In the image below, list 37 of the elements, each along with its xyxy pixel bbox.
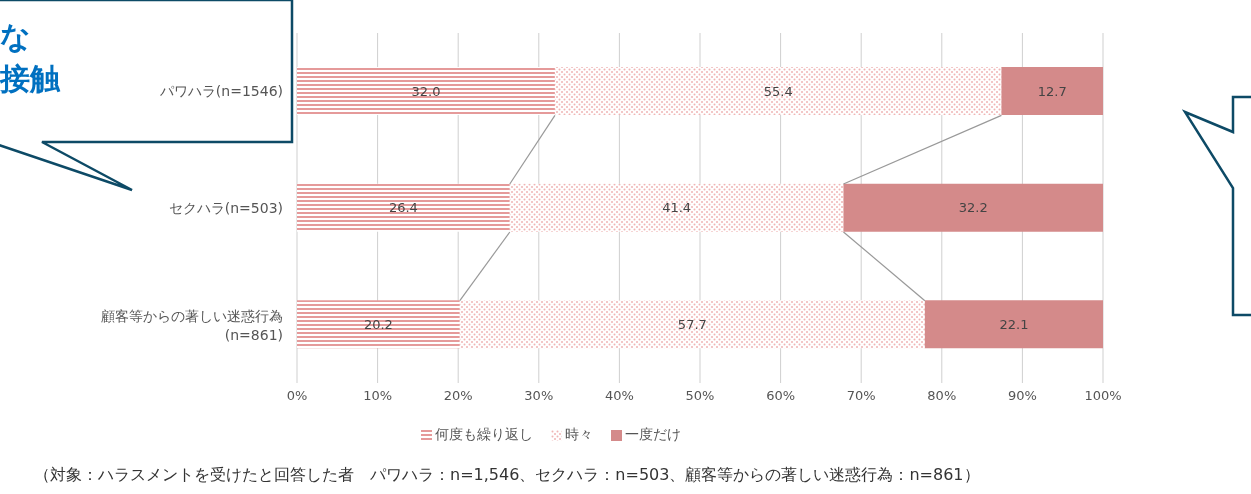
bar: [297, 300, 460, 349]
legend-label: 一度だけ: [624, 426, 681, 444]
bar: [297, 183, 510, 232]
x-tick-label: 0%: [286, 388, 308, 404]
x-tick-label: 60%: [766, 388, 796, 404]
legend-label: 時々: [564, 426, 593, 444]
x-tick-label: 80%: [927, 388, 957, 404]
text: （対象：ハラスメントを受けたと回答した者 パワハラ：n=1,546、セクハラ：n=503、顧客等からの著しい迷惑行為：n=861）: [34, 465, 980, 486]
x-tick-label: 20%: [443, 388, 473, 404]
y-tick-label: セクハラ(n=503): [168, 200, 283, 216]
legend-label: 何度も繰り返し: [434, 426, 533, 444]
data-label: 55.4: [763, 83, 793, 99]
data-label: 22.1: [999, 316, 1029, 332]
x-tick-label: 30%: [524, 388, 554, 404]
y-tick-label: パワハラ(n=1546): [158, 83, 283, 100]
bar: [924, 300, 1103, 349]
bar: [297, 67, 555, 115]
text: 接触: [0, 60, 60, 98]
x-tick-label: 90%: [1007, 388, 1037, 404]
data-label: 12.7: [1037, 83, 1067, 99]
x-tick-label: 100%: [1084, 388, 1122, 404]
bar: [509, 183, 844, 232]
bar: [459, 300, 925, 349]
x-tick-label: 40%: [604, 388, 634, 404]
data-label: 41.4: [662, 200, 692, 216]
data-label: 26.4: [388, 200, 418, 216]
bar: [843, 183, 1103, 232]
y-tick-label: 顧客等からの著しい迷惑行為 (n=861): [101, 307, 283, 343]
data-label: 32.2: [958, 200, 988, 216]
data-label: 20.2: [363, 316, 393, 332]
x-tick-label: 50%: [685, 388, 715, 404]
bar: [554, 67, 1002, 115]
x-tick-label: 70%: [846, 388, 876, 404]
x-tick-label: 10%: [363, 388, 393, 404]
text: な: [0, 18, 31, 56]
data-label: 57.7: [677, 316, 707, 332]
bar: [1001, 67, 1103, 115]
